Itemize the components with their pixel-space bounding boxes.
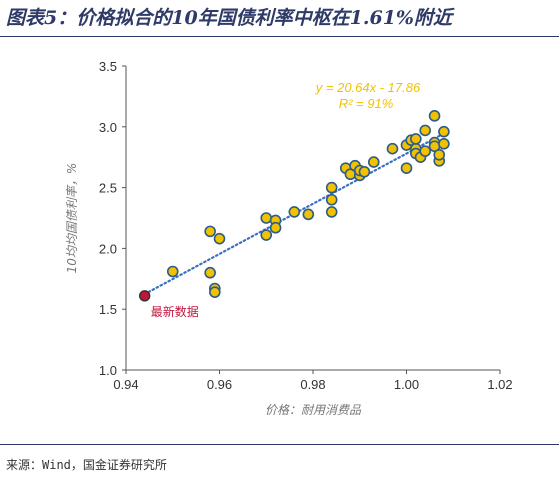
data-point — [166, 265, 179, 278]
data-point — [428, 110, 441, 122]
chart-axes — [125, 66, 500, 371]
x-axis-label: 价格：耐用消费品 — [265, 403, 362, 417]
data-point — [419, 145, 432, 157]
data-point — [204, 266, 216, 279]
data-point — [325, 206, 338, 218]
data-point — [213, 232, 226, 245]
data-point — [433, 148, 446, 161]
header-rule — [0, 36, 559, 37]
data-point — [260, 229, 273, 241]
r-squared-label: R² = 91% — [339, 96, 394, 111]
y-tick-label: 2.5 — [99, 181, 117, 196]
data-point — [438, 125, 450, 138]
data-point — [325, 193, 338, 206]
trendline-group — [143, 132, 445, 296]
x-tick-label: 1.00 — [394, 377, 419, 392]
x-tick-label: 0.98 — [300, 377, 325, 392]
chart-annotations: 价格：耐用消费品 10均均国债利率，% 最新数据 y = 20.64x - 17.86… — [65, 80, 421, 417]
y-tick-label: 3.0 — [99, 120, 117, 135]
data-point — [269, 221, 282, 234]
latest-data-label: 最新数据 — [151, 304, 199, 319]
y-axis-label: 10均均国债利率，% — [65, 163, 79, 274]
y-tick-label: 3.5 — [99, 59, 117, 74]
y-tick-labels: 1.0 1.5 2.0 2.5 3.0 3.5 — [99, 59, 126, 378]
data-point — [438, 138, 450, 150]
y-tick-label: 1.0 — [99, 363, 117, 378]
data-point — [358, 165, 371, 178]
data-point — [367, 156, 380, 168]
x-tick-labels: 0.94 0.96 0.98 1.00 1.02 — [113, 370, 513, 392]
data-point — [410, 133, 422, 145]
scatter-chart: 0.94 0.96 0.98 1.00 1.02 1.01.52.02.53.03.5 … — [65, 59, 513, 417]
footer-rule — [0, 444, 559, 445]
source-note: 来源：Wind，国金证券研究所 — [6, 458, 167, 472]
data-point — [302, 208, 315, 221]
y-tick-label: 2.0 — [99, 241, 117, 256]
data-point — [419, 124, 432, 137]
data-point — [400, 162, 413, 174]
data-points — [138, 110, 450, 302]
latest-data-point — [138, 290, 151, 302]
data-point — [386, 142, 399, 155]
chart-title: 图表5：价格拟合的10年国债利率中枢在1.61%附近 — [6, 7, 452, 29]
data-point — [260, 212, 273, 224]
data-point — [209, 286, 221, 298]
trendline-equation: y = 20.64x - 17.86 — [315, 80, 421, 95]
data-point — [325, 181, 338, 194]
y-tick-label: 1.5 — [99, 302, 117, 317]
data-point — [204, 225, 216, 238]
trendline — [143, 132, 445, 296]
data-point — [288, 206, 301, 218]
x-tick-label: 1.02 — [487, 377, 512, 392]
x-tick-label: 0.94 — [113, 377, 138, 392]
x-tick-label: 0.96 — [207, 377, 232, 392]
